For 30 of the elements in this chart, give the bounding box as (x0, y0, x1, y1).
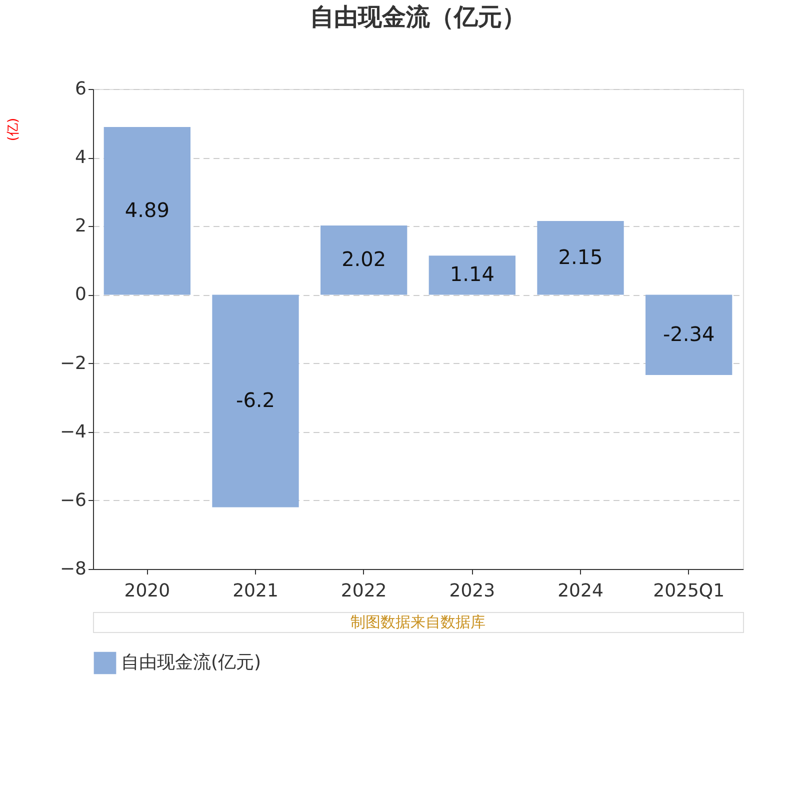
data-label: -2.34 (662, 322, 715, 346)
y-tick-label: 4 (75, 147, 86, 168)
bar (212, 294, 299, 508)
x-tick-label: 2021 (232, 580, 278, 602)
y-tick-label: −4 (60, 421, 86, 442)
y-axis-title: (亿) (6, 118, 21, 142)
y-tick-label: −8 (60, 558, 86, 580)
bar (646, 294, 732, 375)
bar (537, 221, 624, 295)
y-tick-label: 2 (75, 216, 86, 237)
x-tick-label: 2020 (124, 580, 170, 602)
x-tick-label: 2024 (558, 580, 604, 602)
text: 制图数据来自数据库 (350, 613, 486, 631)
y-tick-label: −6 (60, 490, 86, 511)
data-label: 4.89 (124, 198, 170, 222)
bar (428, 256, 516, 295)
bar (320, 225, 408, 295)
data-label: 2.15 (558, 244, 603, 269)
x-tick-label: 2022 (340, 580, 387, 602)
x-tick-label: 2023 (449, 580, 496, 602)
data-label: -6.2 (236, 388, 276, 412)
bar (104, 127, 190, 295)
legend-label: 自由现金流(亿元) (121, 652, 262, 673)
y-tick-label: 0 (75, 284, 86, 306)
data-label: 2.02 (342, 247, 386, 272)
chart-title: 自由现金流（亿元） (310, 3, 526, 31)
y-tick-label: −2 (60, 352, 86, 374)
x-tick-label: 2025Q1 (653, 580, 725, 602)
y-tick-label: 6 (75, 78, 86, 100)
data-label: 1.14 (450, 262, 494, 286)
